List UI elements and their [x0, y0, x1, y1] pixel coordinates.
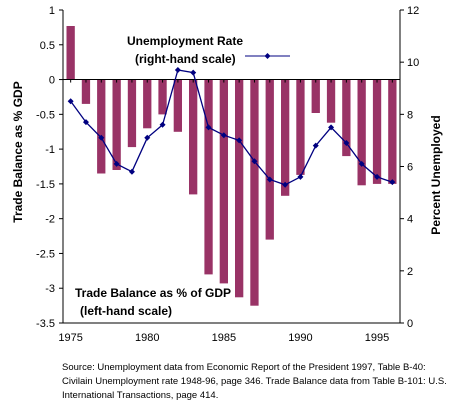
unemployment-point-1975 — [67, 98, 74, 105]
source-note: Source: Unemployment data from Economic … — [62, 362, 447, 401]
unemployment-point-1977 — [98, 134, 105, 141]
trade-bar-1996 — [388, 79, 397, 184]
left-tick-label: -2 — [45, 214, 55, 226]
unemployment-point-1979 — [128, 168, 135, 175]
trade-bar-1985 — [219, 79, 228, 284]
trade-annotation-line1: Trade Balance as % of GDP — [75, 286, 231, 300]
trade-bar-1991 — [311, 79, 320, 113]
right-tick-label: 2 — [407, 266, 413, 278]
trade-bar-1982 — [173, 79, 182, 132]
trade-bar-1977 — [97, 79, 106, 174]
unemployment-point-1980 — [144, 134, 151, 141]
trade-bar-1989 — [281, 79, 290, 196]
trade-bar-1995 — [372, 79, 382, 184]
unemployment-line — [67, 66, 396, 188]
right-tick-label: 10 — [407, 57, 419, 69]
left-tick-label: -3 — [45, 283, 55, 295]
unemployment-point-1985 — [220, 132, 227, 139]
right-tick-label: 12 — [407, 5, 419, 17]
unemployment-point-1992 — [328, 124, 335, 131]
trade-balance-bars — [66, 26, 397, 306]
unemployment-polyline — [70, 69, 393, 186]
unemployment-point-1983 — [190, 69, 197, 76]
trade-bar-1976 — [81, 79, 91, 104]
right-tick-label: 0 — [407, 318, 413, 330]
x-tick-label: 1985 — [212, 332, 236, 344]
chart-axes — [59, 9, 404, 324]
unemployment-point-1993 — [343, 140, 350, 147]
x-tick-label: 1990 — [288, 332, 312, 344]
unemployment-point-1990 — [297, 173, 304, 180]
trade-bar-1993 — [342, 79, 351, 157]
unemployment-point-1995 — [374, 173, 381, 180]
right-tick-label: 8 — [407, 109, 413, 121]
left-tick-label: -1.5 — [36, 179, 55, 191]
left-tick-label: 1 — [49, 5, 55, 17]
trade-bar-1979 — [127, 79, 137, 148]
right-tick-label: 6 — [407, 162, 413, 174]
unemployment-annotation-line2: (right-hand scale) — [135, 52, 236, 66]
unemployment-point-1981 — [159, 121, 166, 128]
unemployment-point-1976 — [82, 119, 89, 126]
left-axis-title: Trade Balance as % GDP — [11, 81, 25, 222]
x-tick-label: 1975 — [58, 332, 82, 344]
trade-bar-1994 — [357, 79, 366, 186]
unemployment-point-1988 — [266, 176, 273, 183]
x-tick-label: 1980 — [135, 332, 159, 344]
unemployment-legend-marker — [264, 53, 271, 59]
unemployment-point-1991 — [312, 142, 319, 149]
left-tick-label: -2.5 — [36, 248, 55, 260]
trade-bar-1988 — [265, 79, 274, 240]
left-tick-label: -0.5 — [36, 109, 55, 121]
left-tick-label: -3.5 — [36, 318, 55, 330]
trade-bar-1984 — [204, 79, 213, 275]
unemployment-point-1994 — [358, 160, 365, 167]
x-tick-label: 1995 — [365, 332, 389, 344]
left-tick-label: -1 — [45, 144, 55, 156]
unemployment-point-1996 — [389, 179, 396, 186]
trade-bar-1978 — [112, 79, 121, 170]
left-tick-label: 0.5 — [40, 40, 55, 52]
unemployment-annotation-line1: Unemployment Rate — [127, 34, 243, 48]
unemployment-point-1987 — [251, 158, 258, 165]
unemployment-point-1989 — [282, 181, 289, 188]
trade-bar-1990 — [296, 79, 305, 175]
trade-bar-1986 — [235, 79, 244, 298]
tick-labels: 1 0.5 0 -0.5 -1 -1.5 -2 -2.5 -3 -3.5 12 10 8 6 4 2 0 1975… — [36, 5, 419, 344]
unemployment-point-1986 — [236, 137, 243, 144]
right-axis-title: Percent Unemployed — [429, 115, 443, 234]
trade-bar-1983 — [189, 79, 198, 195]
trade-bar-1992 — [326, 79, 336, 123]
trade-unemployment-chart: 1 0.5 0 -0.5 -1 -1.5 -2 -2.5 -3 -3.5 12 10 8 6 4 2 0 1975… — [11, 5, 443, 344]
unemployment-point-1984 — [205, 124, 212, 131]
left-tick-label: 0 — [49, 75, 55, 87]
trade-bar-1981 — [158, 79, 167, 115]
trade-bar-1975 — [66, 26, 75, 80]
trade-annotation-line2: (left-hand scale) — [80, 304, 172, 318]
unemployment-point-1978 — [113, 160, 120, 167]
trade-bar-1987 — [250, 79, 259, 306]
right-tick-label: 4 — [407, 214, 413, 226]
trade-bar-1980 — [143, 79, 152, 129]
unemployment-point-1982 — [174, 66, 181, 73]
